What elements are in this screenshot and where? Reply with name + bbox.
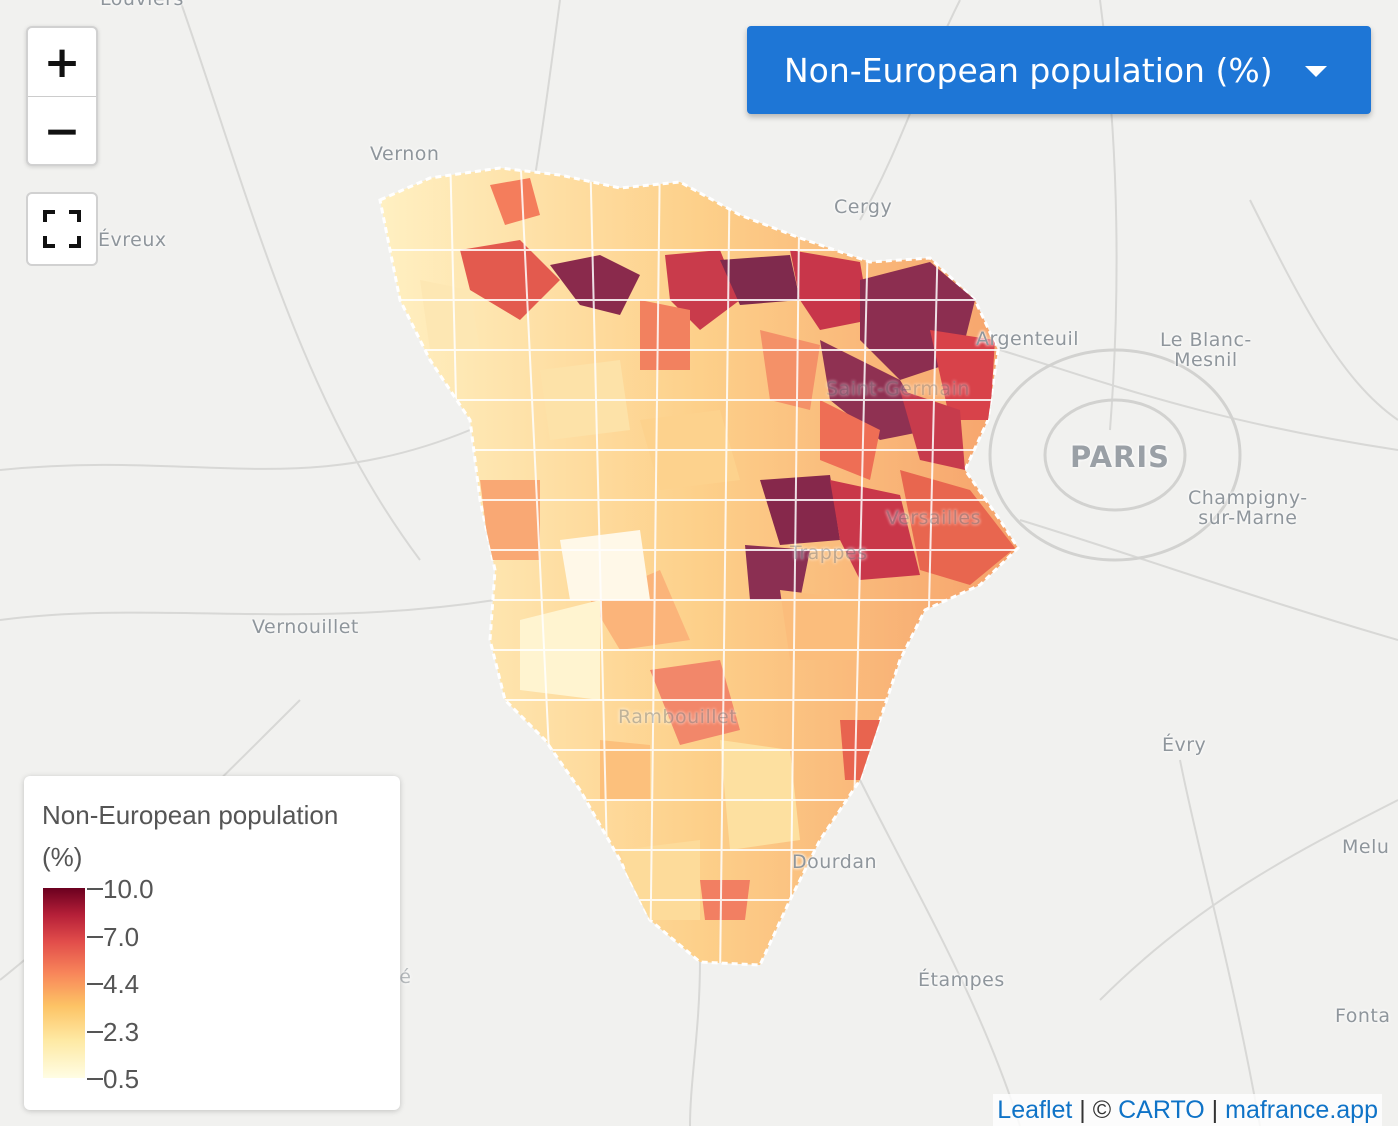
city-label-saint-germain: Saint-Germain xyxy=(826,378,970,400)
legend-tick xyxy=(87,983,103,985)
mafrance-link[interactable]: mafrance.app xyxy=(1225,1096,1378,1124)
indicator-select[interactable]: Non-European population (%) xyxy=(747,26,1371,114)
fullscreen-icon xyxy=(43,210,81,248)
zoom-in-button[interactable]: + xyxy=(43,36,81,88)
attribution-separator: | xyxy=(1204,1096,1226,1124)
yvelines-department[interactable] xyxy=(378,150,1020,980)
city-label-versailles: Versailles xyxy=(886,507,981,529)
city-label-melun: Melu xyxy=(1342,836,1390,858)
leaflet-link[interactable]: Leaflet xyxy=(997,1096,1073,1124)
city-label-vernouillet: Vernouillet xyxy=(252,616,359,638)
city-label-louviers: Louviers xyxy=(100,0,184,10)
legend-tick xyxy=(87,936,103,938)
city-label-champigny: Champigny- sur-Marne xyxy=(1188,487,1308,529)
paris-area xyxy=(988,348,1242,562)
caret-down-icon xyxy=(1305,66,1327,77)
legend-tick xyxy=(87,1031,103,1033)
city-label-trappes: Trappes xyxy=(790,542,868,564)
legend-title: Non-European population (%) xyxy=(42,800,339,872)
attribution-separator: | © xyxy=(1072,1096,1119,1124)
city-label-vernon: Vernon xyxy=(370,143,440,165)
legend-tick-label: 7.0 xyxy=(103,922,140,952)
city-label-dourdan: Dourdan xyxy=(792,851,878,873)
city-label-evry: Évry xyxy=(1162,734,1207,756)
city-label-etampes: Étampes xyxy=(918,969,1005,991)
legend-tick-label: 0.5 xyxy=(103,1064,140,1094)
city-label-cergy: Cergy xyxy=(834,196,893,218)
legend-color-scale xyxy=(43,888,85,1078)
fullscreen-button[interactable] xyxy=(26,192,98,266)
legend-tick-label: 10.0 xyxy=(103,874,154,904)
legend-tick xyxy=(87,1078,103,1080)
legend-tick-label: 4.4 xyxy=(103,969,140,999)
city-label-le-blanc-mesnil: Le Blanc- Mesnil xyxy=(1160,329,1252,371)
carto-link[interactable]: CARTO xyxy=(1118,1096,1205,1124)
city-label-argenteuil: Argenteuil xyxy=(976,328,1080,350)
legend-tick-label: 2.3 xyxy=(103,1017,140,1047)
city-label-fonta: Fonta xyxy=(1335,1005,1391,1027)
city-label-paris: PARIS xyxy=(1070,440,1171,474)
legend-tick xyxy=(87,888,103,890)
legend: Non-European population (%) 10.0 7.0 4.4… xyxy=(24,776,400,1110)
zoom-out-button[interactable]: − xyxy=(28,96,96,165)
city-label-rambouillet: Rambouillet xyxy=(618,706,738,728)
city-label-evreux: Évreux xyxy=(98,229,167,251)
indicator-select-label: Non-European population (%) xyxy=(784,50,1273,90)
zoom-control: + − xyxy=(26,26,98,166)
attribution: Leaflet | © CARTO | mafrance.app xyxy=(993,1094,1382,1126)
